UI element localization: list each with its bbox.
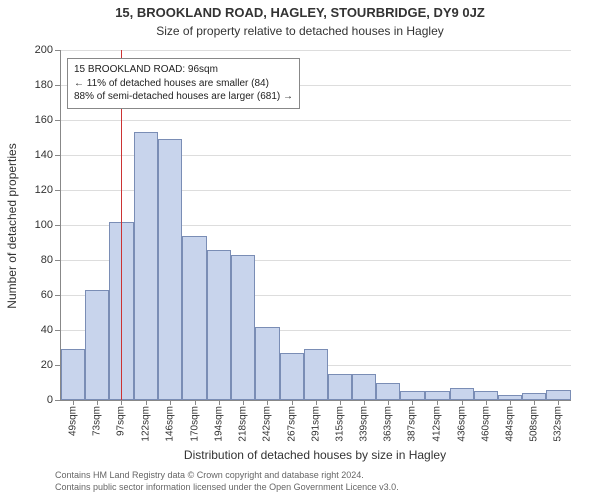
x-tick-label: 412sqm	[432, 406, 443, 442]
histogram-bar	[376, 383, 400, 401]
y-tick	[55, 330, 61, 331]
histogram-bar	[231, 255, 255, 400]
x-tick	[316, 400, 317, 405]
footer-line-2: Contains public sector information licen…	[55, 482, 399, 494]
y-tick	[55, 400, 61, 401]
x-tick	[534, 400, 535, 405]
annotation-box: 15 BROOKLAND ROAD: 96sqm ← 11% of detach…	[67, 58, 300, 109]
x-tick-label: 122sqm	[141, 406, 152, 442]
y-tick	[55, 260, 61, 261]
y-tick	[55, 190, 61, 191]
x-tick	[243, 400, 244, 405]
histogram-bar	[425, 391, 449, 400]
x-tick-label: 363sqm	[383, 406, 394, 442]
histogram-bar	[450, 388, 474, 400]
histogram-bar	[304, 349, 328, 400]
x-tick	[121, 400, 122, 405]
y-tick	[55, 295, 61, 296]
x-tick-label: 194sqm	[213, 406, 224, 442]
x-tick-label: 508sqm	[528, 406, 539, 442]
histogram-bar	[280, 353, 304, 400]
y-tick-label: 140	[35, 149, 53, 161]
x-tick-label: 436sqm	[456, 406, 467, 442]
x-tick-label: 146sqm	[165, 406, 176, 442]
x-axis-label: Distribution of detached houses by size …	[60, 448, 570, 462]
y-tick	[55, 50, 61, 51]
x-tick-label: 49sqm	[68, 406, 79, 436]
x-tick-label: 387sqm	[407, 406, 418, 442]
footer-line-1: Contains HM Land Registry data © Crown c…	[55, 470, 399, 482]
x-tick-label: 315sqm	[335, 406, 346, 442]
x-tick	[292, 400, 293, 405]
histogram-bar	[61, 349, 85, 400]
y-tick-label: 100	[35, 219, 53, 231]
y-tick-label: 180	[35, 79, 53, 91]
x-tick	[388, 400, 389, 405]
histogram-bar	[546, 390, 571, 401]
footer-attribution: Contains HM Land Registry data © Crown c…	[55, 470, 399, 493]
y-tick	[55, 155, 61, 156]
x-tick	[437, 400, 438, 405]
x-tick-label: 73sqm	[92, 406, 103, 436]
x-tick	[558, 400, 559, 405]
grid-line	[61, 50, 571, 51]
page-title: 15, BROOKLAND ROAD, HAGLEY, STOURBRIDGE,…	[0, 5, 600, 20]
y-tick-label: 160	[35, 114, 53, 126]
histogram-bar	[207, 250, 231, 401]
y-tick-label: 120	[35, 184, 53, 196]
histogram-bar	[182, 236, 206, 401]
annotation-line-2: ← 11% of detached houses are smaller (84…	[74, 77, 293, 91]
x-tick-label: 218sqm	[237, 406, 248, 442]
y-tick-label: 20	[41, 359, 53, 371]
annotation-line-1: 15 BROOKLAND ROAD: 96sqm	[74, 63, 293, 77]
x-tick	[170, 400, 171, 405]
x-tick-label: 339sqm	[359, 406, 370, 442]
x-tick-label: 170sqm	[189, 406, 200, 442]
x-tick	[340, 400, 341, 405]
histogram-bar	[255, 327, 280, 401]
y-tick	[55, 225, 61, 226]
x-tick-label: 242sqm	[261, 406, 272, 442]
y-tick-label: 40	[41, 324, 53, 336]
histogram-bar	[352, 374, 376, 400]
page-subtitle: Size of property relative to detached ho…	[0, 24, 600, 38]
histogram-bar	[474, 391, 498, 400]
histogram-bar	[134, 132, 158, 400]
y-axis-label: Number of detached properties	[5, 126, 19, 326]
histogram-bar	[328, 374, 352, 400]
y-tick	[55, 85, 61, 86]
chart-container: 15, BROOKLAND ROAD, HAGLEY, STOURBRIDGE,…	[0, 0, 600, 500]
x-tick	[97, 400, 98, 405]
histogram-bar	[158, 139, 182, 400]
histogram-bar	[400, 391, 425, 400]
x-tick	[219, 400, 220, 405]
x-tick-label: 484sqm	[504, 406, 515, 442]
x-tick	[146, 400, 147, 405]
grid-line	[61, 120, 571, 121]
y-tick-label: 200	[35, 44, 53, 56]
histogram-bar	[522, 393, 546, 400]
x-tick	[412, 400, 413, 405]
x-tick-label: 97sqm	[116, 406, 127, 436]
x-tick-label: 532sqm	[552, 406, 563, 442]
y-tick-label: 60	[41, 289, 53, 301]
histogram-bar	[85, 290, 109, 400]
x-tick-label: 460sqm	[480, 406, 491, 442]
x-tick	[486, 400, 487, 405]
annotation-line-3: 88% of semi-detached houses are larger (…	[74, 90, 293, 104]
x-tick	[510, 400, 511, 405]
x-tick	[73, 400, 74, 405]
x-tick-label: 291sqm	[311, 406, 322, 442]
y-tick-label: 0	[47, 394, 53, 406]
x-tick	[364, 400, 365, 405]
x-tick-label: 267sqm	[286, 406, 297, 442]
y-tick	[55, 120, 61, 121]
x-tick	[267, 400, 268, 405]
x-tick	[462, 400, 463, 405]
y-tick-label: 80	[41, 254, 53, 266]
x-tick	[195, 400, 196, 405]
